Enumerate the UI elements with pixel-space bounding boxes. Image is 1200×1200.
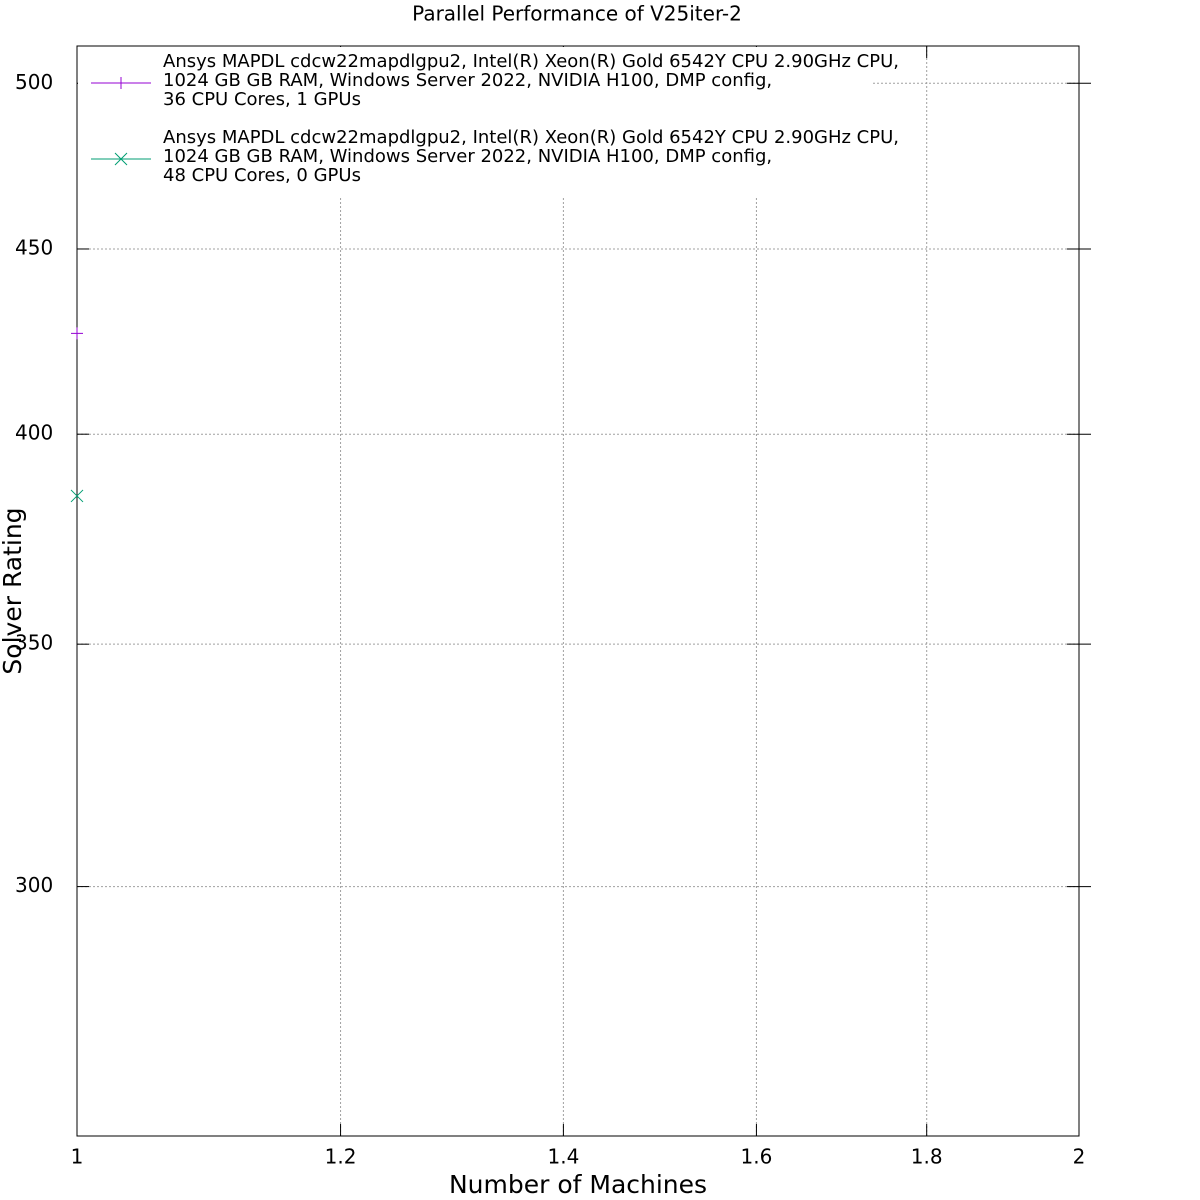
marker: [114, 152, 128, 166]
marker: [115, 77, 127, 89]
legend-entry: Ansys MAPDL cdcw22mapdlgpu2, Intel(R) Xe…: [91, 51, 899, 110]
chart-title: Parallel Performance of V25iter-2: [412, 2, 742, 26]
x-tick-label: 1.2: [325, 1145, 357, 1169]
y-tick-label: 300: [15, 873, 53, 897]
legend-box: [78, 47, 873, 197]
plot-frame: [76, 45, 1080, 1137]
x-tick-label: 1: [71, 1145, 84, 1169]
legend-label: Ansys MAPDL cdcw22mapdlgpu2, Intel(R) Xe…: [163, 51, 899, 110]
legend-label: Ansys MAPDL cdcw22mapdlgpu2, Intel(R) Xe…: [163, 127, 899, 186]
x-tick-label: 2: [1073, 1145, 1086, 1169]
y-axis-label: Solver Rating: [0, 507, 27, 674]
x-tick-label: 1.4: [547, 1145, 579, 1169]
x-axis-label: Number of Machines: [449, 1170, 707, 1199]
marker: [70, 489, 84, 503]
y-tick-label: 350: [15, 631, 53, 655]
legend-entry: Ansys MAPDL cdcw22mapdlgpu2, Intel(R) Xe…: [91, 127, 899, 186]
y-tick-label: 400: [15, 421, 53, 445]
marker: [71, 327, 83, 340]
x-tick-label: 1.6: [741, 1145, 773, 1169]
y-tick-label: 450: [15, 235, 53, 259]
y-tick-label: 500: [15, 70, 53, 94]
x-tick-label: 1.8: [911, 1145, 943, 1169]
